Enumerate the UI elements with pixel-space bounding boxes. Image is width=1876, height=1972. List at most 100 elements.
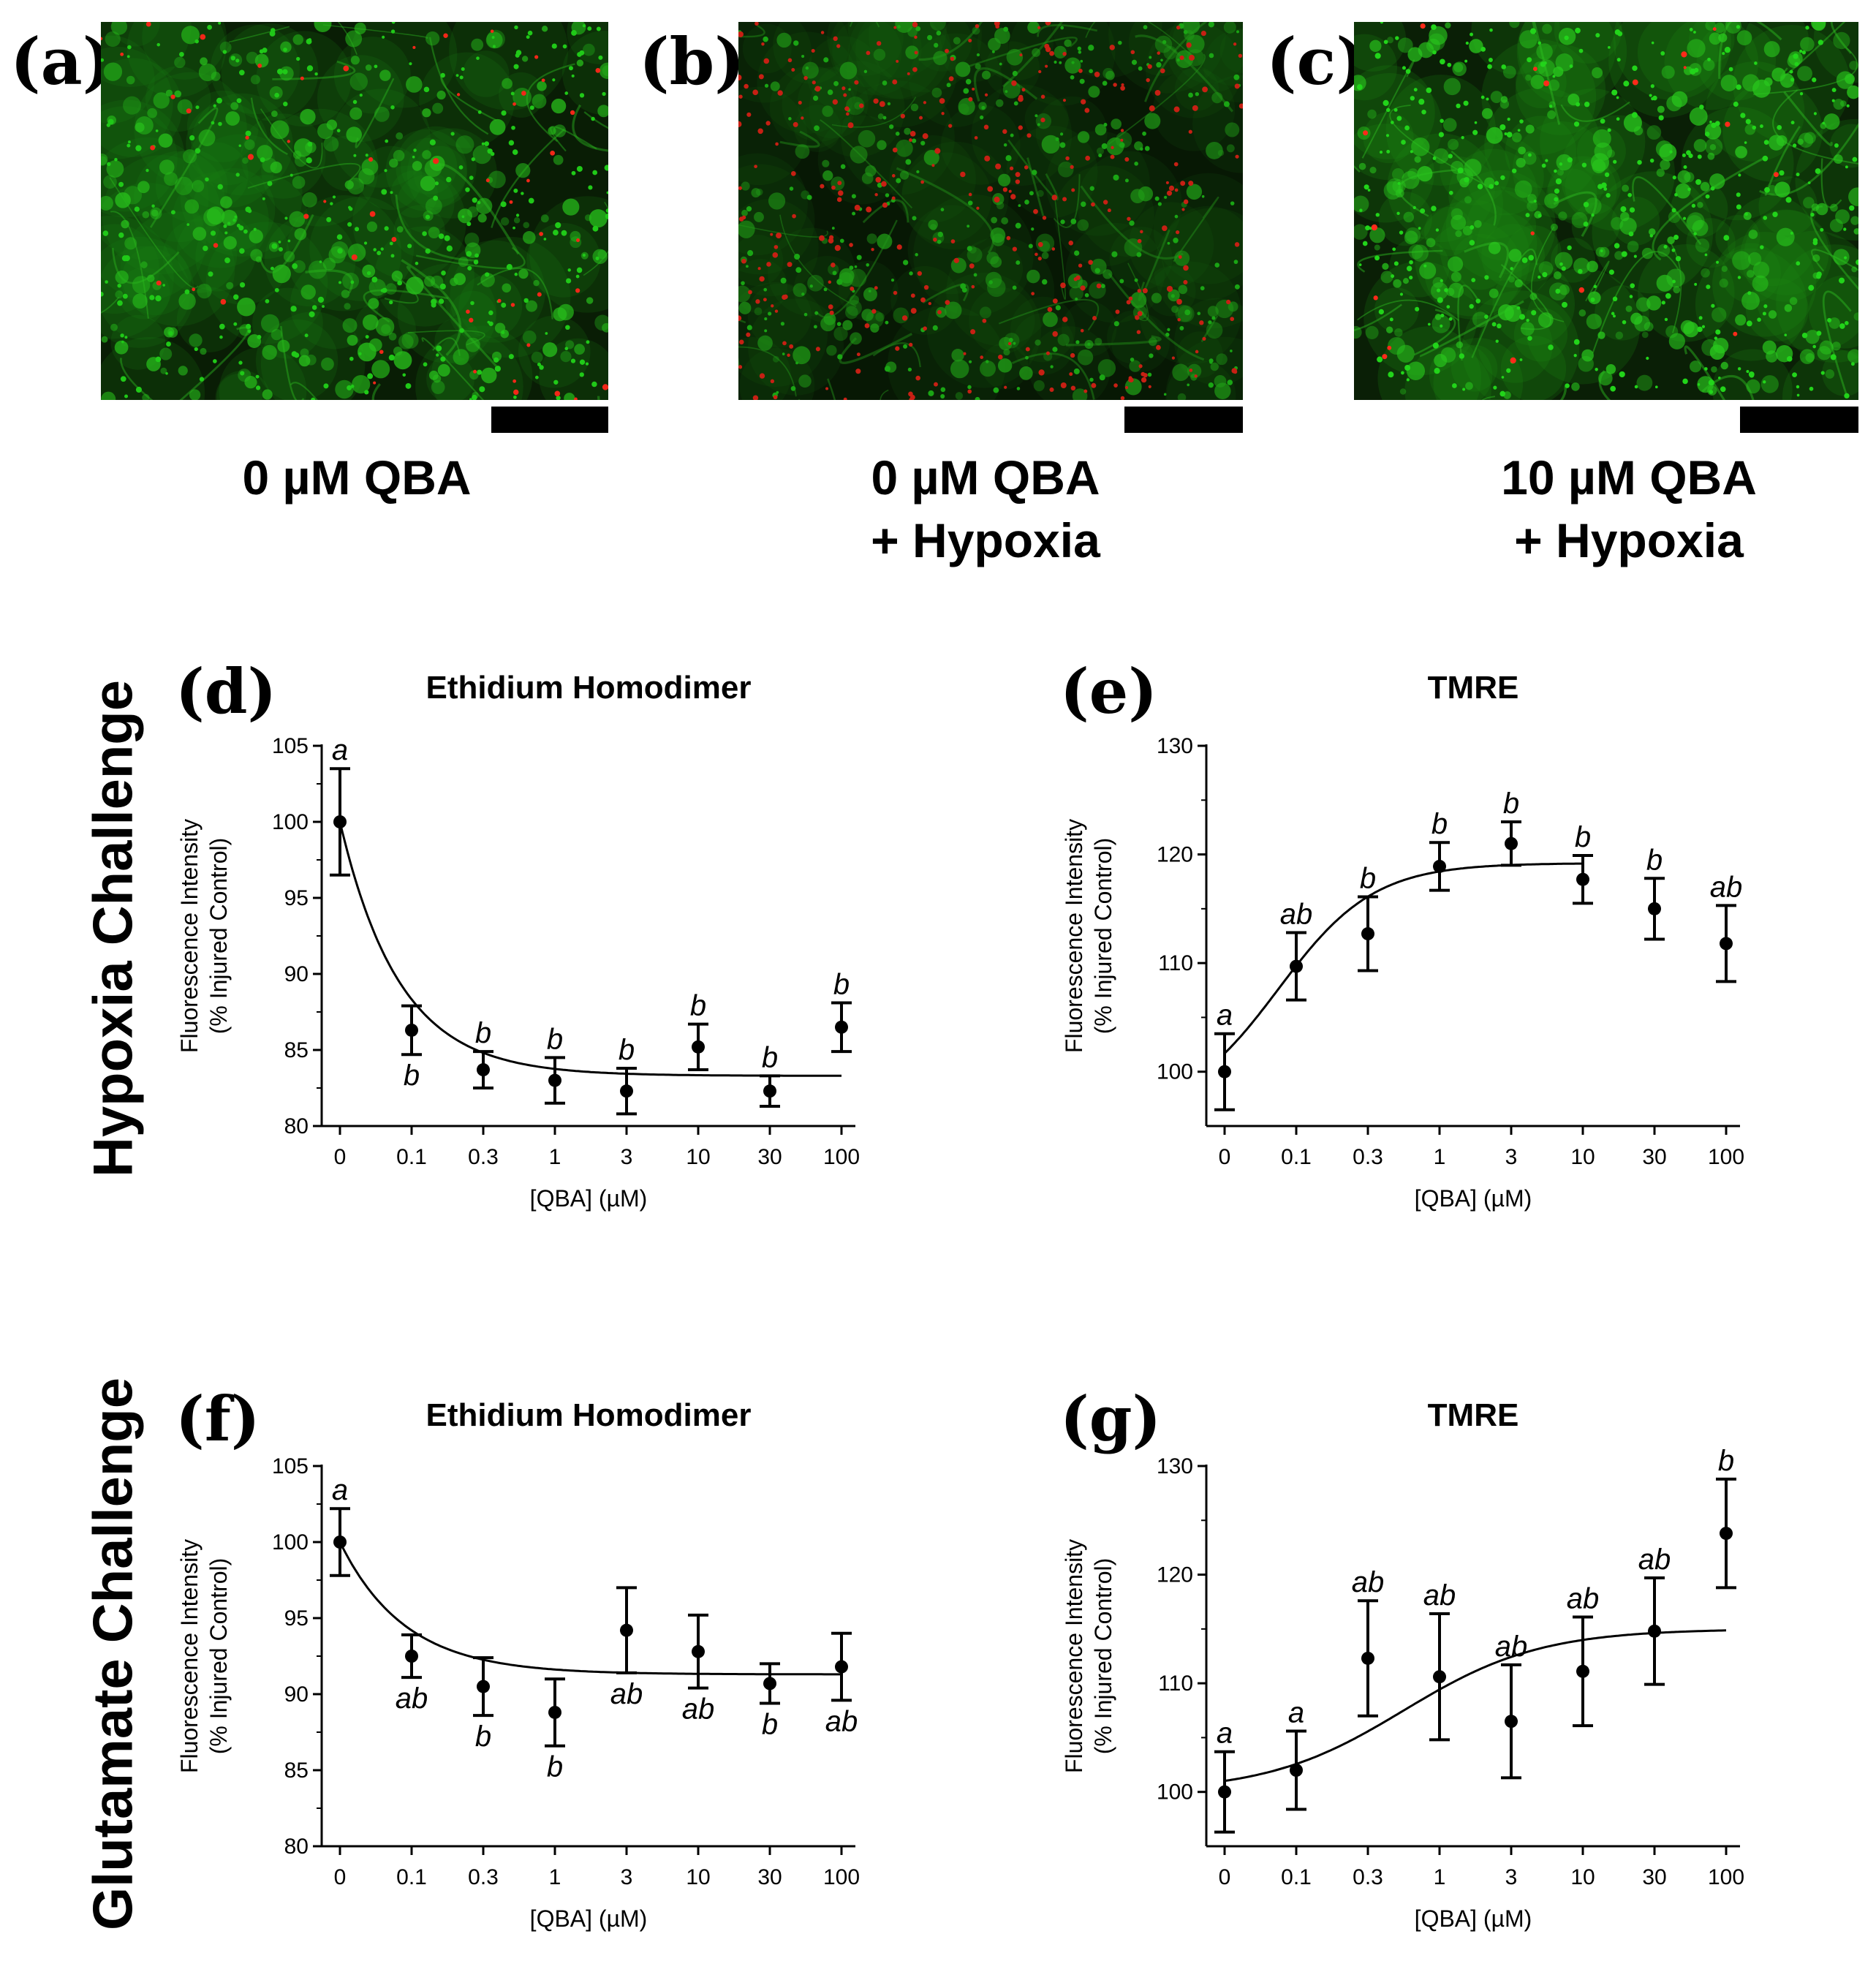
live-nucleus <box>1708 379 1714 386</box>
dead-nucleus <box>828 304 833 310</box>
live-nucleus <box>151 204 155 208</box>
tissue-glow <box>1107 310 1160 364</box>
live-cell <box>754 211 764 222</box>
dead-nucleus <box>755 299 760 304</box>
live-nucleus <box>1211 316 1216 320</box>
live-nucleus <box>588 185 593 190</box>
dead-nucleus <box>1157 51 1161 55</box>
live-cell <box>164 172 178 186</box>
live-cell <box>165 89 173 97</box>
dead-nucleus <box>1137 289 1141 293</box>
live-cell <box>358 342 377 362</box>
live-cell <box>1374 244 1380 251</box>
dead-nucleus <box>968 38 972 42</box>
live-cell <box>870 323 880 333</box>
live-nucleus <box>1176 58 1180 62</box>
live-nucleus <box>836 279 843 285</box>
dead-nucleus <box>893 290 898 295</box>
live-nucleus <box>472 197 477 203</box>
live-cell <box>931 87 942 98</box>
live-nucleus <box>485 272 490 277</box>
dead-nucleus <box>976 206 980 210</box>
live-cell <box>1709 32 1722 45</box>
live-nucleus <box>805 66 809 70</box>
live-nucleus <box>385 139 389 143</box>
live-cell <box>366 221 378 233</box>
live-nucleus <box>768 311 772 316</box>
live-cell <box>1508 249 1522 262</box>
live-cell <box>738 301 752 314</box>
dead-nucleus <box>323 200 327 203</box>
tissue-glow <box>782 67 856 142</box>
live-cell <box>1455 230 1462 238</box>
live-cell <box>1586 260 1598 273</box>
tissue-glow <box>809 61 905 158</box>
live-cell <box>1646 295 1662 311</box>
dead-nucleus <box>831 185 836 190</box>
live-nucleus <box>1559 162 1563 166</box>
live-nucleus <box>274 287 279 292</box>
dead-nucleus <box>814 86 821 92</box>
dead-nucleus <box>469 317 474 323</box>
live-nucleus <box>1812 78 1817 83</box>
data-point <box>1290 1764 1303 1777</box>
dead-nucleus <box>765 121 771 126</box>
live-cell <box>1598 371 1613 386</box>
live-nucleus <box>1525 213 1530 218</box>
live-cell <box>1369 167 1377 174</box>
tissue-glow <box>1111 313 1170 372</box>
live-nucleus <box>1548 105 1553 108</box>
live-cell <box>1077 131 1090 143</box>
live-cell <box>1518 146 1526 155</box>
neurite <box>290 382 318 400</box>
live-cell <box>345 30 363 48</box>
live-nucleus <box>1426 87 1432 94</box>
live-nucleus <box>1506 368 1511 373</box>
dead-nucleus <box>1062 51 1067 56</box>
dead-nucleus <box>541 78 545 83</box>
live-nucleus <box>1796 173 1800 177</box>
live-nucleus <box>135 386 142 393</box>
live-nucleus <box>1470 32 1473 37</box>
tissue-glow <box>1755 230 1858 352</box>
live-nucleus <box>1614 29 1621 35</box>
tissue-glow <box>1062 301 1117 357</box>
dead-nucleus <box>1004 385 1007 389</box>
live-cell <box>1768 310 1777 319</box>
neurite <box>1820 158 1842 208</box>
y-axis-label: Fluorescence Intensity (% Injured Control… <box>1061 1539 1116 1773</box>
live-cell <box>422 108 431 118</box>
live-cell <box>1641 331 1649 339</box>
significance-letter: ab <box>1495 1631 1528 1663</box>
live-nucleus <box>1521 258 1526 262</box>
live-nucleus <box>555 222 561 229</box>
live-nucleus <box>384 169 387 173</box>
live-nucleus <box>1463 100 1469 106</box>
live-nucleus <box>235 58 240 63</box>
live-nucleus <box>1704 253 1708 257</box>
live-nucleus <box>1472 129 1478 135</box>
dead-nucleus <box>1010 194 1016 200</box>
live-nucleus <box>1208 22 1214 28</box>
tissue-glow <box>1795 118 1858 241</box>
live-nucleus <box>458 165 464 170</box>
tissue-glow <box>561 31 608 116</box>
live-cell <box>206 206 225 225</box>
live-nucleus <box>1440 313 1445 318</box>
live-nucleus <box>1461 136 1464 140</box>
live-cell <box>1426 238 1436 248</box>
live-cell <box>183 149 197 164</box>
live-cell <box>1486 126 1503 144</box>
live-cell <box>1553 271 1562 279</box>
chart-title: TMRE <box>1428 1397 1519 1433</box>
dead-nucleus <box>1121 83 1124 87</box>
dead-nucleus <box>1149 105 1155 112</box>
neurite <box>738 346 797 397</box>
live-nucleus <box>1075 297 1078 301</box>
live-nucleus <box>1378 309 1384 315</box>
live-nucleus <box>365 335 369 339</box>
tissue-glow <box>101 137 209 260</box>
dead-nucleus <box>912 22 918 28</box>
dead-nucleus <box>1078 263 1083 268</box>
y-tick-label: 100 <box>272 810 309 834</box>
